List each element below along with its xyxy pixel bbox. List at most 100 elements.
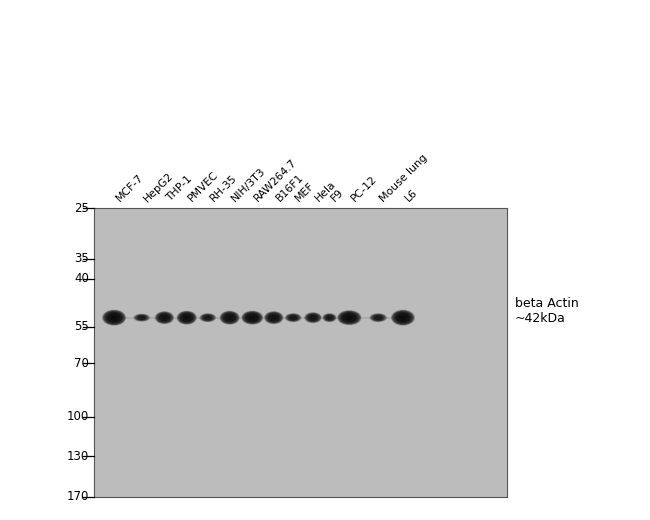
Ellipse shape (155, 312, 174, 323)
Ellipse shape (341, 313, 358, 322)
Ellipse shape (312, 317, 314, 318)
Ellipse shape (113, 317, 115, 318)
Ellipse shape (242, 311, 262, 323)
Ellipse shape (292, 317, 294, 318)
Ellipse shape (374, 316, 383, 320)
Ellipse shape (339, 311, 360, 324)
Ellipse shape (289, 316, 298, 320)
Ellipse shape (228, 317, 231, 318)
Ellipse shape (111, 315, 118, 320)
Ellipse shape (178, 312, 195, 323)
Text: MEF: MEF (293, 181, 317, 204)
Ellipse shape (159, 314, 170, 321)
Ellipse shape (157, 313, 172, 322)
Text: B16F1: B16F1 (274, 173, 305, 204)
Ellipse shape (222, 313, 237, 322)
Ellipse shape (402, 317, 404, 318)
Ellipse shape (306, 313, 320, 322)
Ellipse shape (266, 313, 281, 322)
Ellipse shape (307, 314, 319, 321)
Ellipse shape (137, 316, 146, 320)
Ellipse shape (291, 317, 296, 319)
Ellipse shape (136, 315, 147, 320)
Ellipse shape (157, 313, 171, 322)
Ellipse shape (226, 315, 234, 320)
Ellipse shape (374, 316, 382, 320)
Ellipse shape (292, 317, 294, 318)
Ellipse shape (289, 316, 297, 320)
Ellipse shape (202, 315, 213, 320)
Ellipse shape (205, 316, 211, 319)
Ellipse shape (135, 315, 149, 321)
Ellipse shape (397, 314, 409, 321)
Ellipse shape (185, 317, 188, 318)
Ellipse shape (181, 314, 192, 322)
Ellipse shape (206, 317, 210, 319)
Ellipse shape (342, 314, 357, 322)
Ellipse shape (248, 315, 257, 320)
Ellipse shape (107, 313, 121, 322)
Ellipse shape (204, 316, 212, 320)
Ellipse shape (401, 316, 405, 319)
Ellipse shape (324, 314, 335, 321)
Ellipse shape (344, 314, 355, 321)
Ellipse shape (183, 315, 191, 320)
Text: 55: 55 (74, 320, 89, 333)
Ellipse shape (201, 314, 214, 321)
Ellipse shape (370, 314, 386, 321)
Ellipse shape (348, 317, 351, 319)
Text: PC-12: PC-12 (349, 174, 379, 204)
Ellipse shape (161, 315, 168, 320)
Text: 35: 35 (74, 252, 89, 265)
Ellipse shape (374, 316, 382, 319)
Text: F9: F9 (330, 188, 346, 204)
Ellipse shape (138, 316, 145, 319)
Ellipse shape (206, 317, 209, 318)
Ellipse shape (311, 317, 315, 319)
Ellipse shape (244, 313, 261, 323)
Ellipse shape (288, 315, 298, 320)
Ellipse shape (251, 317, 254, 318)
Ellipse shape (181, 314, 192, 321)
Ellipse shape (105, 312, 123, 323)
Ellipse shape (268, 315, 279, 321)
Ellipse shape (328, 317, 332, 319)
Ellipse shape (227, 316, 233, 320)
Ellipse shape (158, 314, 171, 322)
Ellipse shape (103, 311, 125, 324)
Ellipse shape (346, 316, 353, 320)
Ellipse shape (269, 315, 278, 321)
Ellipse shape (400, 315, 406, 320)
Text: beta Actin: beta Actin (515, 296, 578, 309)
Ellipse shape (106, 313, 122, 323)
Ellipse shape (290, 316, 296, 319)
Ellipse shape (373, 315, 384, 320)
Ellipse shape (162, 317, 166, 319)
Ellipse shape (291, 317, 295, 319)
Ellipse shape (392, 310, 414, 325)
Ellipse shape (160, 315, 169, 321)
Text: 100: 100 (67, 410, 89, 423)
Ellipse shape (285, 314, 301, 321)
Ellipse shape (306, 314, 320, 322)
Text: 40: 40 (74, 272, 89, 285)
Ellipse shape (242, 311, 263, 324)
Ellipse shape (343, 314, 356, 321)
Ellipse shape (246, 314, 258, 321)
Ellipse shape (291, 316, 296, 319)
Text: HepG2: HepG2 (142, 171, 175, 204)
Ellipse shape (250, 317, 254, 319)
Ellipse shape (376, 317, 381, 319)
Ellipse shape (202, 315, 214, 321)
Text: ~42kDa: ~42kDa (515, 312, 566, 325)
Ellipse shape (323, 314, 335, 321)
Ellipse shape (250, 316, 255, 319)
Ellipse shape (310, 316, 316, 319)
Ellipse shape (202, 315, 214, 321)
Ellipse shape (347, 316, 352, 319)
Ellipse shape (267, 313, 281, 322)
Ellipse shape (185, 317, 188, 319)
Ellipse shape (185, 316, 189, 319)
Ellipse shape (309, 315, 317, 320)
Ellipse shape (186, 317, 187, 318)
